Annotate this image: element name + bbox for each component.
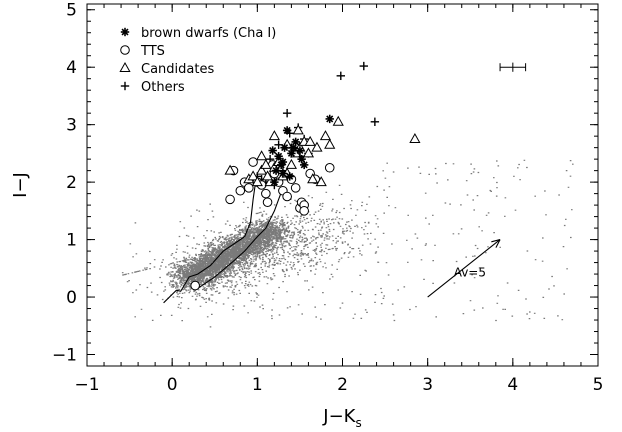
annotations: Av=5 — [427, 62, 527, 298]
circle-point — [282, 191, 292, 202]
x-tick-label: 0 — [167, 375, 178, 395]
model-tracks — [163, 176, 284, 304]
triangle-point — [332, 115, 344, 126]
asterisk-point — [276, 160, 286, 170]
model-track-1 — [163, 176, 258, 304]
legend-label: Candidates — [141, 62, 214, 77]
y-tick-label: 5 — [66, 1, 77, 21]
asterisk-point — [268, 146, 277, 155]
legend-label: brown dwarfs (Cha I) — [141, 26, 276, 41]
y-tick-label: 0 — [66, 288, 77, 308]
x-tick-label: 1 — [252, 375, 263, 395]
field-star-points — [121, 159, 574, 328]
circle-point — [190, 280, 200, 291]
triangle-point — [255, 164, 268, 175]
y-tick-label: 2 — [66, 173, 77, 193]
triangle-point — [251, 176, 263, 187]
field-star-cloud — [121, 159, 574, 328]
plus-point — [359, 61, 368, 71]
circle-point — [290, 183, 301, 193]
legend-circle-icon — [120, 45, 130, 55]
triangle-point — [409, 133, 421, 144]
y-axis-label: I−J — [10, 172, 31, 198]
asterisk-point — [299, 160, 309, 170]
asterisk-point — [278, 169, 288, 178]
asterisk-point — [291, 137, 300, 147]
asterisk-point — [288, 143, 298, 152]
legend-label: Others — [141, 80, 185, 95]
y-tick-label: 3 — [66, 116, 77, 136]
asterisk-point — [282, 126, 292, 135]
error-bar — [499, 62, 527, 72]
x-tick-label: 4 — [507, 375, 518, 395]
legend: brown dwarfs (Cha I) TTS Candidates Others — [119, 26, 276, 95]
triangle-point — [302, 147, 315, 158]
triangle-point — [224, 164, 236, 175]
circle-point — [235, 185, 246, 196]
circle-point — [225, 194, 235, 205]
x-tick-label: −1 — [74, 375, 99, 395]
y-tick-label: 4 — [66, 58, 77, 78]
plus-point — [274, 140, 283, 149]
triangle-point — [311, 141, 323, 152]
circle-point — [262, 197, 273, 208]
triangle-point — [319, 130, 332, 141]
y-tick-label: −1 — [52, 346, 77, 366]
asterisk-point — [274, 152, 283, 161]
circle-point — [324, 162, 335, 173]
legend-entry: brown dwarfs (Cha I) — [120, 26, 276, 41]
asterisk-point — [280, 143, 289, 152]
legend-label: TTS — [140, 44, 165, 59]
x-tick-label: 2 — [337, 375, 348, 395]
triangle-point — [315, 176, 327, 187]
triangle-point — [307, 173, 319, 184]
triangle-point — [292, 124, 304, 135]
plus-point — [370, 117, 380, 126]
legend-entry: Others — [120, 80, 185, 95]
triangle-point — [304, 135, 316, 146]
x-tick-label: 5 — [593, 375, 604, 395]
legend-entry: TTS — [120, 44, 165, 59]
legend-entry: Candidates — [119, 61, 214, 77]
triangle-point — [247, 170, 259, 181]
x-axis-label-subscript: s — [355, 416, 361, 430]
legend-asterisk-icon — [120, 27, 130, 37]
triangle-point — [255, 150, 268, 161]
asterisk-point — [295, 146, 305, 155]
reddening-vector: Av=5 — [427, 239, 501, 298]
asterisk-point — [325, 114, 334, 124]
data-markers — [190, 61, 421, 291]
triangle-point — [261, 170, 274, 181]
reddening-vector-label: Av=5 — [454, 265, 486, 279]
circle-point — [244, 183, 254, 193]
axis-ticks: −1 0 1 2 3 4 5 −1 0 1 2 3 4 5 — [52, 1, 603, 395]
plus-point — [336, 71, 345, 81]
legend-plus-icon — [120, 81, 130, 91]
y-tick-label: 1 — [66, 231, 77, 251]
circle-point — [299, 206, 309, 216]
triangle-point — [324, 138, 336, 149]
asterisk-point — [271, 166, 281, 175]
plus-point — [282, 108, 292, 118]
asterisk-point — [270, 177, 279, 187]
triangle-point — [285, 158, 298, 169]
x-tick-label: 3 — [422, 375, 433, 395]
asterisk-point — [287, 149, 296, 158]
model-track-2 — [197, 187, 284, 289]
triangle-point — [268, 130, 280, 141]
triangle-point — [260, 158, 272, 169]
circle-point — [261, 188, 271, 199]
legend-triangle-icon — [119, 61, 131, 72]
circle-point — [248, 157, 258, 167]
asterisk-point — [285, 172, 294, 181]
x-axis-label: J−Ks — [322, 406, 361, 430]
